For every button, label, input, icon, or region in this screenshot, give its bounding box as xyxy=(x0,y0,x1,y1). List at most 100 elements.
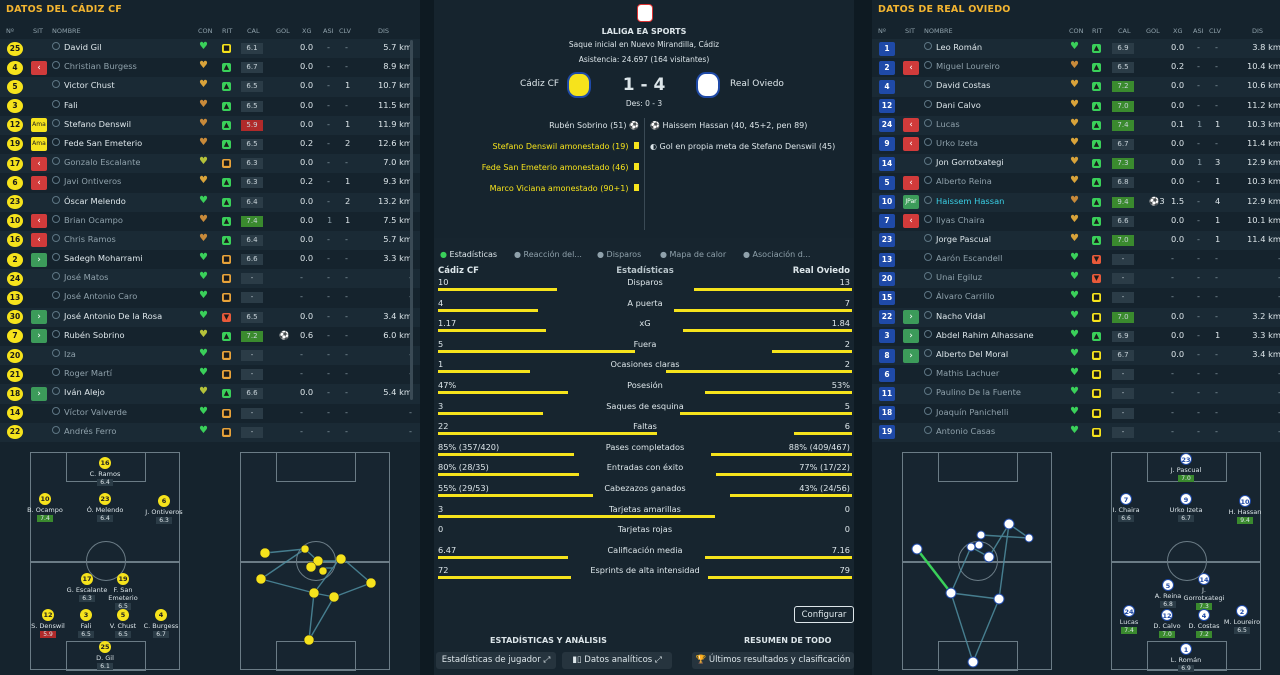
col-con[interactable]: CON xyxy=(198,27,213,35)
col-rit[interactable]: RIT xyxy=(1092,27,1103,35)
player-name[interactable]: Fali xyxy=(52,100,78,110)
player-name[interactable]: Abdel Rahim Alhassane xyxy=(924,330,1034,340)
formation-player[interactable]: 10 B. Ocampo 7.4 xyxy=(23,493,67,522)
formation-player[interactable]: 24 Lucas 7.4 xyxy=(1107,605,1151,634)
status-icon[interactable]: ‹ xyxy=(903,118,919,133)
player-name[interactable]: José Matos xyxy=(52,272,108,282)
status-icon[interactable]: ‹ xyxy=(31,175,47,190)
status-icon[interactable]: Ama xyxy=(31,137,47,152)
home-table-scrollbar[interactable] xyxy=(410,40,413,400)
player-row[interactable]: 7 ‹ Ilyas Chaira ♥ ▲ 6.6 0.0 - 1 10.1 km xyxy=(872,212,1280,231)
tab-mapa-calor[interactable]: ● Mapa de calor xyxy=(660,250,727,259)
player-name[interactable]: Alberto Del Moral xyxy=(924,349,1008,359)
formation-player[interactable]: 16 C. Ramos 6.4 xyxy=(83,457,127,486)
status-icon[interactable]: › xyxy=(31,252,47,267)
formation-player[interactable]: 23 J. Pascual 7.0 xyxy=(1164,453,1208,482)
player-name[interactable]: Urko Izeta xyxy=(924,138,978,148)
player-name[interactable]: Álvaro Carrillo xyxy=(924,291,994,301)
player-row[interactable]: 2 ‹ Miguel Loureiro ♥ ▲ 6.5 0.2 - - 10.4 km xyxy=(872,58,1280,77)
player-name[interactable]: Alberto Reina xyxy=(924,176,992,186)
away-team-name[interactable]: Real Oviedo xyxy=(730,79,784,89)
col-sit[interactable]: SIT xyxy=(33,27,44,35)
player-row[interactable]: 9 ‹ Urko Izeta ♥ ▲ 6.7 0.0 - - 11.4 km xyxy=(872,135,1280,154)
player-name[interactable]: José Antonio De la Rosa xyxy=(52,311,162,321)
status-icon[interactable]: Ama xyxy=(31,118,47,133)
player-name[interactable]: Óscar Melendo xyxy=(52,196,126,206)
player-name[interactable]: Jon Gorrotxategi xyxy=(924,157,1004,167)
player-row[interactable]: 20 Iza ♥ ■ - - - - - xyxy=(0,346,420,366)
player-row[interactable]: 22 Andrés Ferro ♥ ■ - - - - - xyxy=(0,422,420,442)
formation-player[interactable]: 3 Fali 6.5 xyxy=(64,609,108,638)
player-name[interactable]: Miguel Loureiro xyxy=(924,61,1000,71)
status-icon[interactable]: › xyxy=(31,329,47,344)
player-row[interactable]: 6 ‹ Javi Ontiveros ♥ ▲ 6.3 0.2 - 1 9.3 km xyxy=(0,173,420,192)
player-name[interactable]: David Costas xyxy=(924,80,990,90)
formation-player[interactable]: 7 I. Chaira 6.6 xyxy=(1104,493,1148,522)
player-name[interactable]: Brian Ocampo xyxy=(52,215,123,225)
latest-results-button[interactable]: 🏆 Últimos resultados y clasificación xyxy=(692,652,854,669)
player-row[interactable]: 14 Víctor Valverde ♥ ■ - - - - - xyxy=(0,404,420,423)
status-icon[interactable]: ‹ xyxy=(31,60,47,75)
player-name[interactable]: Paulino De la Fuente xyxy=(924,387,1021,397)
status-icon[interactable]: › xyxy=(903,348,919,363)
player-row[interactable]: 30 › José Antonio De la Rosa ♥ ▼ 6.5 0.0 - - 3.4 … xyxy=(0,307,420,327)
player-row[interactable]: 2 › Sadegh Moharrami ♥ ■ 6.6 0.0 - - 3.3 km xyxy=(0,250,420,269)
formation-player[interactable]: 6 J. Ontiveros 6.3 xyxy=(142,495,186,524)
col-gol[interactable]: GOL xyxy=(1146,27,1160,35)
status-icon[interactable]: › xyxy=(31,386,47,401)
formation-player[interactable]: 12 S. Denswil 5.9 xyxy=(26,609,70,638)
player-name[interactable]: Antonio Casas xyxy=(924,426,995,436)
status-icon[interactable]: JPar xyxy=(903,195,919,209)
player-row[interactable]: 12 Dani Calvo ♥ ▲ 7.0 0.0 - - 11.2 km xyxy=(872,97,1280,116)
formation-player[interactable]: 4 D. Costas 7.2 xyxy=(1182,609,1226,638)
player-row[interactable]: 7 › Rubén Sobrino ♥ ▲ 7.2 ⚽ 0.6 - - 6.0 km xyxy=(0,327,420,346)
player-row[interactable]: 3 › Abdel Rahim Alhassane ♥ ▲ 6.9 0.0 - 1 3.3 km xyxy=(872,327,1280,346)
player-row[interactable]: 24 ‹ Lucas ♥ ▲ 7.4 0.1 1 1 10.3 km xyxy=(872,115,1280,135)
col-xg[interactable]: XG xyxy=(1173,27,1183,35)
col-nombre[interactable]: NOMBRE xyxy=(924,27,953,35)
configurar-button[interactable]: Configurar xyxy=(794,606,854,623)
col-n[interactable]: Nº xyxy=(878,27,886,35)
tab-asociacion[interactable]: ● Asociación d... xyxy=(743,250,811,259)
formation-player[interactable]: 4 C. Burgess 6.7 xyxy=(139,609,183,638)
player-name[interactable]: Andrés Ferro xyxy=(52,426,117,436)
player-row[interactable]: 19 Antonio Casas ♥ ■ - - - - - xyxy=(872,422,1280,442)
player-name[interactable]: Aarón Escandell xyxy=(924,253,1002,263)
col-dis[interactable]: DIS xyxy=(378,27,390,35)
status-icon[interactable]: ‹ xyxy=(903,137,919,152)
player-row[interactable]: 23 Óscar Melendo ♥ ▲ 6.4 0.0 - 2 13.2 km xyxy=(0,192,420,212)
col-con[interactable]: CON xyxy=(1069,27,1084,35)
formation-player[interactable]: 5 A. Reina 6.8 xyxy=(1146,579,1190,608)
player-name[interactable]: Chris Ramos xyxy=(52,234,116,244)
col-xg[interactable]: XG xyxy=(302,27,312,35)
player-name[interactable]: Dani Calvo xyxy=(924,100,981,110)
col-gol[interactable]: GOL xyxy=(276,27,290,35)
player-row[interactable]: 10 ‹ Brian Ocampo ♥ ▲ 7.4 0.0 1 1 7.5 km xyxy=(0,212,420,231)
status-icon[interactable]: › xyxy=(903,329,919,344)
formation-player[interactable]: 12 D. Calvo 7.0 xyxy=(1145,609,1189,638)
player-row[interactable]: 18 › Iván Alejo ♥ ▲ 6.6 0.0 - - 5.4 km xyxy=(0,384,420,404)
player-row[interactable]: 18 Joaquín Panichelli ♥ ■ - - - - - xyxy=(872,404,1280,423)
status-icon[interactable]: ‹ xyxy=(903,60,919,75)
formation-player[interactable]: 5 V. Chust 6.5 xyxy=(101,609,145,638)
player-row[interactable]: 4 David Costas ♥ ▲ 7.2 0.0 - - 10.6 km xyxy=(872,77,1280,97)
col-sit[interactable]: SIT xyxy=(905,27,916,35)
col-clv[interactable]: CLV xyxy=(1209,27,1221,35)
player-name[interactable]: David Gil xyxy=(52,42,102,52)
player-name[interactable]: Javi Ontiveros xyxy=(52,176,121,186)
formation-player[interactable]: 10 H. Hassan 9.4 xyxy=(1223,495,1267,524)
player-name[interactable]: Víctor Valverde xyxy=(52,407,127,417)
status-icon[interactable]: ‹ xyxy=(903,214,919,229)
player-name[interactable]: Lucas xyxy=(924,119,960,129)
player-name[interactable]: Jorge Pascual xyxy=(924,234,991,244)
formation-player[interactable]: 23 Ó. Melendo 6.4 xyxy=(83,493,127,522)
col-asi[interactable]: ASI xyxy=(1193,27,1204,35)
formation-player[interactable]: 19 F. San Emeterio 6.5 xyxy=(101,573,145,610)
col-cal[interactable]: CAL xyxy=(247,27,260,35)
player-name[interactable]: Stefano Denswil xyxy=(52,119,131,129)
player-row[interactable]: 6 Mathis Lachuer ♥ ■ - - - - - xyxy=(872,365,1280,384)
player-row[interactable]: 22 › Nacho Vidal ♥ ■ 7.0 0.0 - - 3.2 km xyxy=(872,307,1280,327)
col-rit[interactable]: RIT xyxy=(222,27,233,35)
